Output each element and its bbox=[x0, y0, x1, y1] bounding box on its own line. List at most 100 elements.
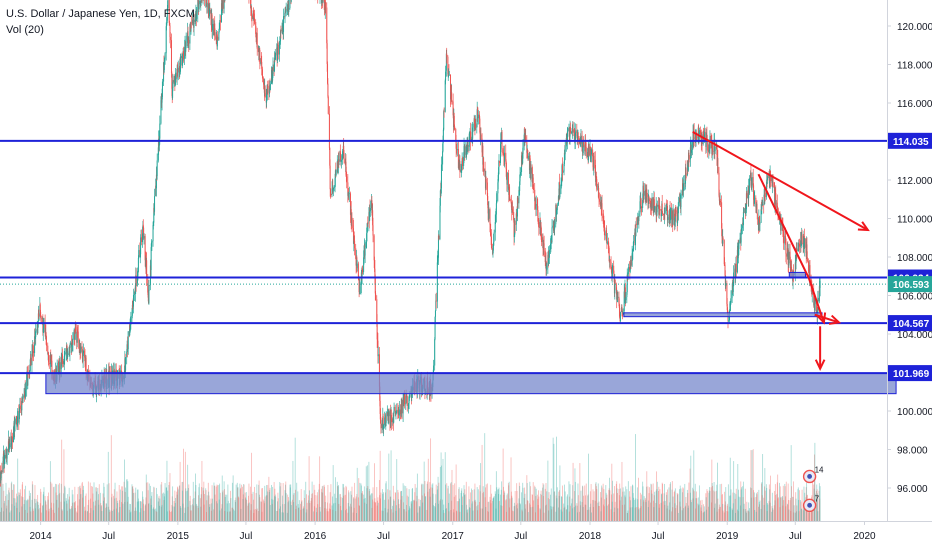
candle bbox=[405, 392, 407, 410]
volume-bar bbox=[39, 507, 41, 521]
volume-bar bbox=[298, 500, 300, 521]
candle bbox=[550, 238, 552, 255]
candle bbox=[546, 262, 548, 276]
volume-bar bbox=[695, 491, 697, 521]
volume-bar bbox=[603, 489, 605, 521]
volume-bar bbox=[619, 483, 621, 521]
volume-bar bbox=[300, 503, 301, 521]
volume-bar bbox=[140, 501, 142, 521]
volume-bar bbox=[81, 483, 83, 521]
volume-bar bbox=[266, 495, 268, 521]
volume-bar bbox=[105, 503, 107, 521]
volume-bar bbox=[319, 506, 321, 521]
volume-bar bbox=[493, 496, 495, 521]
volume-bar bbox=[755, 511, 757, 521]
volume-bar bbox=[110, 435, 112, 521]
volume-bar bbox=[593, 500, 595, 521]
volume-bar bbox=[340, 497, 342, 521]
volume-bar bbox=[9, 512, 11, 521]
trend-line[interactable] bbox=[692, 131, 870, 232]
volume-bar bbox=[97, 487, 99, 521]
volume-bar bbox=[269, 489, 271, 521]
volume-bar bbox=[52, 509, 54, 521]
volume-bar bbox=[147, 490, 149, 521]
volume-bar bbox=[379, 450, 381, 521]
volume-bar bbox=[548, 510, 550, 521]
event-badge[interactable]: 14 bbox=[802, 465, 824, 484]
volume-bar bbox=[638, 477, 639, 521]
volume-bar bbox=[285, 481, 287, 521]
volume-bar bbox=[803, 505, 805, 521]
trend-line[interactable] bbox=[757, 173, 810, 279]
zone-box[interactable] bbox=[45, 372, 897, 395]
candle bbox=[768, 169, 770, 189]
volume-bar bbox=[145, 504, 146, 521]
candle bbox=[214, 16, 216, 41]
volume-bar bbox=[371, 493, 372, 521]
candle bbox=[129, 318, 131, 333]
volume-bar bbox=[416, 501, 418, 521]
volume-bar bbox=[66, 500, 68, 521]
candle bbox=[263, 76, 265, 90]
candle bbox=[521, 151, 523, 167]
volume-bar bbox=[218, 485, 220, 521]
volume-bar bbox=[532, 482, 534, 521]
x-axis[interactable]: 2014 Jul 2015 Jul 2016 Jul 2017 Jul 2018 Jul 2019 J… bbox=[29, 521, 876, 542]
zone-box[interactable] bbox=[623, 312, 823, 318]
volume-bar bbox=[688, 482, 690, 521]
volume-bar bbox=[598, 501, 600, 521]
volume-bar bbox=[165, 487, 167, 521]
candle bbox=[11, 432, 13, 450]
volume-bar bbox=[482, 508, 483, 521]
volume-indicator-label[interactable]: Vol (20) bbox=[6, 24, 44, 36]
candle bbox=[550, 235, 552, 250]
volume-bar bbox=[259, 494, 260, 521]
volume-bar bbox=[23, 504, 25, 521]
trend-line[interactable] bbox=[807, 277, 827, 325]
candle bbox=[517, 196, 519, 209]
volume-bar bbox=[37, 502, 39, 521]
volume-bar bbox=[161, 481, 163, 521]
candle bbox=[77, 325, 79, 349]
volume-bar bbox=[130, 511, 132, 521]
volume-bar bbox=[150, 504, 152, 521]
volume-bar bbox=[136, 501, 138, 521]
trend-line[interactable] bbox=[814, 313, 842, 325]
volume-bar bbox=[476, 506, 478, 521]
volume-bar bbox=[680, 506, 682, 521]
volume-bar bbox=[53, 486, 55, 521]
candle bbox=[477, 107, 479, 122]
volume-bar bbox=[18, 494, 20, 521]
volume-bar bbox=[3, 503, 5, 521]
volume-bar bbox=[45, 501, 47, 521]
volume-bar bbox=[366, 503, 368, 521]
volume-bar bbox=[19, 489, 21, 521]
volume-bar bbox=[360, 485, 362, 521]
volume-bar bbox=[730, 489, 732, 521]
candle bbox=[449, 74, 451, 108]
candle bbox=[723, 239, 725, 266]
event-badge[interactable]: 7 bbox=[802, 494, 820, 513]
volume-bar bbox=[497, 489, 499, 521]
candle bbox=[443, 107, 445, 118]
candle bbox=[510, 194, 512, 210]
volume-bar bbox=[786, 503, 788, 521]
volume-bar bbox=[474, 483, 476, 521]
volume-bar bbox=[306, 494, 307, 521]
volume-bar bbox=[545, 483, 547, 521]
candle bbox=[354, 235, 356, 256]
candle bbox=[140, 234, 142, 258]
volume-bar bbox=[618, 495, 620, 521]
volume-bar bbox=[52, 487, 54, 521]
candle bbox=[542, 233, 544, 257]
candle bbox=[526, 135, 528, 159]
volume-bar bbox=[698, 485, 700, 521]
volume-bar bbox=[535, 495, 537, 521]
candle bbox=[72, 332, 74, 352]
volume-bar bbox=[19, 492, 21, 521]
y-axis[interactable]: 96.00098.000100.000102.000104.000106.000… bbox=[887, 22, 932, 495]
trend-line[interactable] bbox=[814, 326, 826, 371]
candle bbox=[762, 199, 764, 206]
symbol-title[interactable]: U.S. Dollar / Japanese Yen, 1D, FXCM bbox=[6, 8, 195, 20]
